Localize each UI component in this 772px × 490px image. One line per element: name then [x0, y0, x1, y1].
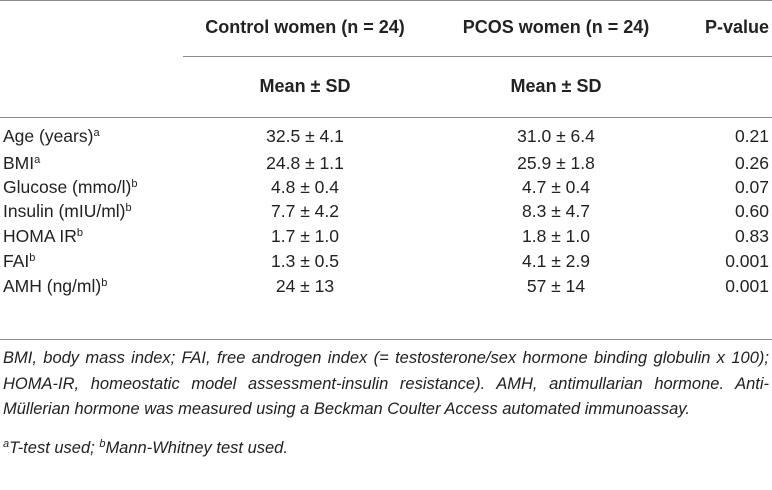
cell-pvalue: 0.21: [734, 126, 769, 146]
row-label-text: FAI: [3, 251, 30, 271]
note-b-mark: b: [99, 438, 106, 450]
cell-pcos: 57 ± 14: [526, 276, 586, 296]
row-label-sup: b: [101, 277, 108, 289]
row-label-sup: b: [131, 178, 138, 190]
row-label: Glucose (mmo/l)b: [3, 177, 137, 198]
row-label: BMIa: [3, 153, 40, 174]
table-row: Age (years)a 32.5 ± 4.1 31.0 ± 6.4 0.21: [0, 126, 772, 151]
header-pvalue: P-value: [704, 17, 769, 37]
cell-pvalue: 0.26: [734, 153, 769, 173]
row-label-sup: b: [76, 227, 84, 239]
row-label-text: HOMA IR: [3, 226, 77, 246]
cell-control: 24 ± 13: [275, 276, 335, 296]
table-row: BMIa 24.8 ± 1.1 25.9 ± 1.8 0.26: [0, 153, 772, 178]
row-label-sup: a: [93, 127, 100, 139]
row-label-text: Age (years): [3, 126, 94, 146]
table-row: FAIb 1.3 ± 0.5 4.1 ± 2.9 0.001: [0, 251, 772, 276]
test-notes: aT-test used; bMann-Whitney test used.: [3, 439, 288, 458]
cell-control: 24.8 ± 1.1: [266, 153, 344, 173]
row-label-text: Insulin (mIU/ml): [3, 201, 126, 221]
row-label: Insulin (mIU/ml)b: [3, 201, 132, 222]
table-row: HOMA IRb 1.7 ± 1.0 1.8 ± 1.0 0.83: [0, 226, 772, 251]
table-row: Glucose (mmo/l)b 4.8 ± 0.4 4.7 ± 0.4 0.07: [0, 177, 772, 202]
row-label-text: BMI: [3, 153, 35, 173]
cell-pcos: 8.3 ± 4.7: [522, 201, 590, 221]
cell-pvalue: 0.07: [734, 177, 769, 197]
table-row: AMH (ng/ml)b 24 ± 13 57 ± 14 0.001: [0, 276, 772, 301]
table-row: Insulin (mIU/ml)b 7.7 ± 4.2 8.3 ± 4.7 0.60: [0, 201, 772, 226]
header-control: Control women (n = 24): [205, 17, 405, 37]
header-bottom-rule: [0, 117, 772, 118]
cell-pvalue: 0.83: [734, 226, 769, 246]
row-label: HOMA IRb: [3, 226, 83, 247]
subheader-pcos: Mean ± SD: [510, 76, 602, 96]
row-label-sup: a: [34, 154, 41, 166]
table-bottom-rule: [0, 339, 772, 340]
row-label-sup: b: [125, 202, 132, 214]
note-a-text: T-test used;: [9, 439, 100, 457]
row-label-sup: b: [29, 252, 36, 264]
header-mid-rule: [183, 56, 772, 57]
cell-pcos: 31.0 ± 6.4: [517, 126, 595, 146]
cell-control: 1.7 ± 1.0: [271, 226, 339, 246]
row-label-text: AMH (ng/ml): [3, 276, 102, 296]
cell-pcos: 4.1 ± 2.9: [522, 251, 590, 271]
row-label: Age (years)a: [3, 126, 100, 147]
cell-control: 7.7 ± 4.2: [271, 201, 339, 221]
note-a-mark: a: [3, 438, 10, 450]
cell-pcos: 4.7 ± 0.4: [522, 177, 590, 197]
cell-control: 4.8 ± 0.4: [271, 177, 339, 197]
subheader-control: Mean ± SD: [259, 76, 351, 96]
top-rule: [0, 0, 772, 1]
cell-control: 32.5 ± 4.1: [266, 126, 344, 146]
cell-control: 1.3 ± 0.5: [271, 251, 339, 271]
cell-pvalue: 0.001: [725, 276, 769, 296]
cell-pcos: 1.8 ± 1.0: [522, 226, 590, 246]
table-footnote: BMI, body mass index; FAI, free androgen…: [3, 349, 769, 418]
row-label-text: Glucose (mmo/l): [3, 177, 132, 197]
row-label: AMH (ng/ml)b: [3, 276, 107, 297]
header-pcos: PCOS women (n = 24): [462, 17, 650, 37]
cell-pcos: 25.9 ± 1.8: [517, 153, 595, 173]
cell-pvalue: 0.60: [734, 201, 769, 221]
note-b-text: Mann-Whitney test used.: [105, 439, 288, 457]
cell-pvalue: 0.001: [725, 251, 769, 271]
row-label: FAIb: [3, 251, 35, 272]
